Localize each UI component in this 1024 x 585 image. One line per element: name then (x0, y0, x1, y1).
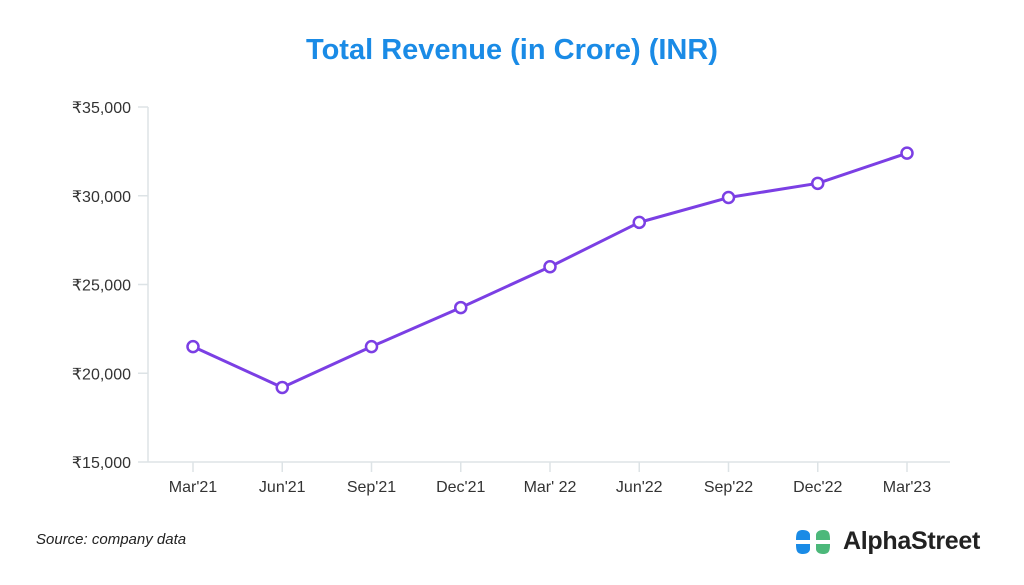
data-point (721, 190, 736, 205)
data-point (632, 215, 646, 230)
x-tick-label: Jun'22 (616, 479, 663, 496)
x-tick-label: Dec'22 (793, 479, 842, 496)
source-note: Source: company data (36, 531, 187, 548)
x-tick-label: Jun'21 (259, 479, 306, 496)
alphastreet-logo: AlphaStreet (795, 527, 980, 556)
x-tick-label: Mar'21 (169, 479, 218, 496)
alphastreet-logo-icon (796, 529, 830, 554)
data-point (454, 300, 468, 315)
y-tick-label: ₹15,000 (72, 455, 131, 472)
data-point (543, 260, 557, 274)
x-tick-label: Sep'22 (704, 479, 753, 496)
chart-title: Total Revenue (in Crore) (INR) (306, 34, 718, 66)
data-point (364, 339, 379, 354)
brand-name: AlphaStreet (843, 527, 981, 555)
x-tick-label: Mar' 22 (524, 479, 577, 496)
data-point (275, 380, 289, 395)
y-tick-label: ₹20,000 (72, 366, 131, 383)
x-tick-label: Mar'23 (883, 479, 932, 496)
data-point (811, 176, 825, 191)
data-point (186, 339, 200, 354)
y-tick-label: ₹35,000 (72, 100, 131, 117)
x-tick-label: Dec'21 (436, 479, 485, 496)
x-tick-label: Sep'21 (347, 479, 396, 496)
y-tick-label: ₹25,000 (72, 278, 131, 295)
y-tick-label: ₹30,000 (72, 189, 131, 206)
data-point (900, 146, 914, 160)
